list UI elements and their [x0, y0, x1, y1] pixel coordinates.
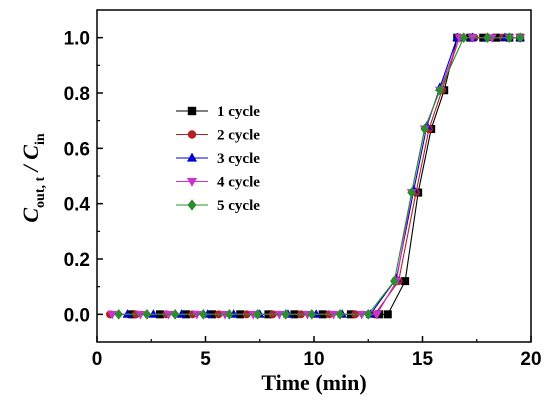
x-tick-label: 5: [200, 349, 211, 370]
series-1: [127, 33, 525, 319]
y-axis-title-sub1: out, t: [33, 177, 48, 208]
y-axis-title-main: C: [18, 208, 43, 223]
legend-label: 3 cycle: [217, 151, 260, 167]
y-tick-label: 0.8: [64, 84, 90, 105]
legend-entry: 1 cycle: [176, 104, 260, 120]
x-axis-title: Time (min): [261, 370, 366, 395]
data-point: [191, 310, 202, 320]
data-point: [307, 309, 317, 320]
legend-marker: [186, 152, 198, 162]
data-point: [225, 309, 234, 320]
data-point: [372, 310, 382, 320]
data-point: [253, 309, 262, 320]
data-point: [142, 309, 152, 320]
legend-entry: 2 cycle: [176, 128, 260, 144]
y-tick-label: 0.0: [64, 305, 90, 326]
x-tick-label: 10: [303, 349, 324, 370]
y-axis-title-sub2: in: [33, 133, 48, 145]
series-line: [127, 37, 521, 315]
y-tick-label: 1.0: [64, 29, 90, 50]
data-point: [515, 32, 525, 43]
legend-entry: 5 cycle: [176, 198, 260, 214]
series-3: [122, 32, 525, 318]
legend-marker: [187, 130, 197, 139]
data-point: [420, 123, 429, 135]
data-point: [505, 32, 514, 43]
data-point: [483, 32, 492, 43]
data-point: [114, 309, 123, 320]
plot-frame: [96, 9, 532, 343]
data-point: [435, 84, 445, 96]
data-point: [389, 275, 399, 287]
y-axis-title-slash: / C: [18, 145, 43, 177]
data-point: [148, 309, 159, 318]
data-point: [335, 309, 345, 320]
data-point: [163, 310, 174, 320]
legend-label: 4 cycle: [217, 175, 260, 191]
legend-marker: [186, 177, 198, 187]
data-point: [281, 309, 291, 320]
series-4: [107, 34, 525, 320]
y-tick-label: 0.2: [64, 250, 90, 271]
data-point: [407, 187, 416, 198]
data-point: [328, 310, 339, 320]
series-line: [110, 37, 521, 315]
data-point: [170, 309, 180, 320]
data-point: [176, 309, 187, 318]
axis-ticks: 0 5 10 15 20 0.0 0.2 0.4 0.6 0.8 1.0: [64, 29, 542, 370]
series-5: [114, 32, 525, 320]
legend: 1 cycle 2 cycle 3 cycle 4 cycle 5 cycle: [176, 104, 260, 214]
series-line: [131, 37, 521, 315]
legend-label: 1 cycle: [217, 104, 260, 120]
legend-entry: 3 cycle: [176, 151, 260, 167]
x-tick-label: 20: [520, 349, 541, 370]
legend-label: 2 cycle: [217, 128, 260, 144]
data-point: [122, 309, 133, 318]
legend-marker: [187, 199, 197, 211]
legend-marker: [187, 106, 197, 116]
data-point: [199, 309, 208, 320]
data-point: [274, 310, 285, 320]
series-line: [118, 37, 521, 315]
data-point: [135, 310, 146, 320]
legend-entry: 4 cycle: [176, 175, 260, 191]
series-2: [106, 33, 525, 319]
y-axis-title: Cout, t / Cin: [18, 133, 48, 222]
x-tick-label: 15: [412, 349, 434, 370]
legend-label: 5 cycle: [217, 198, 260, 214]
series-line: [112, 37, 521, 315]
data-point: [467, 34, 478, 43]
data-point: [459, 32, 469, 43]
data-point: [363, 309, 373, 320]
data-point: [383, 310, 392, 319]
y-tick-label: 0.4: [64, 195, 91, 216]
chart-marks: [106, 32, 525, 320]
y-tick-label: 0.6: [64, 139, 90, 160]
data-point: [107, 310, 118, 320]
x-tick-label: 0: [92, 349, 103, 370]
data-point: [356, 310, 367, 320]
